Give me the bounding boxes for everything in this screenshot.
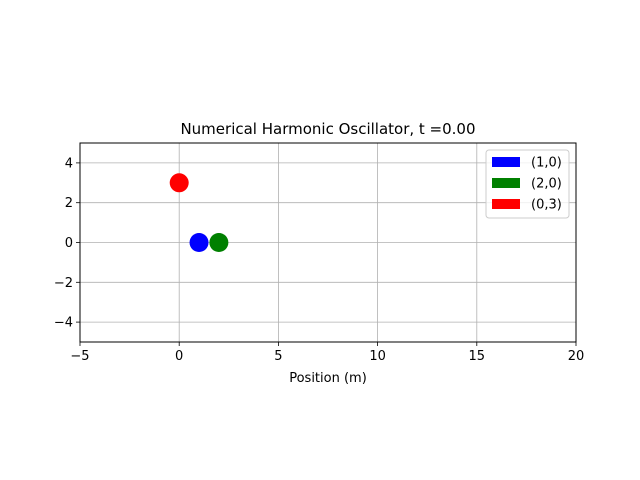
legend-label: (0,3) [531, 198, 562, 213]
x-tick-label: 5 [274, 349, 282, 364]
x-tick-label: 15 [469, 349, 486, 364]
data-point-0-3 [169, 173, 189, 193]
data-point-1-0 [189, 233, 209, 252]
axis-ticks: −5 0 5 10 15 20 −4 −2 0 2 4 [54, 156, 584, 364]
legend-swatch [492, 199, 520, 209]
x-tick-label: 10 [369, 349, 386, 364]
x-tick-label: 20 [568, 349, 585, 364]
data-point-2-0 [209, 233, 229, 252]
legend-swatch [492, 157, 520, 167]
y-tick-label: 2 [65, 196, 73, 211]
data-points [169, 173, 229, 252]
y-tick-label: 0 [65, 236, 73, 251]
legend-label: (1,0) [531, 156, 562, 171]
x-axis-label: Position (m) [289, 371, 367, 386]
legend-swatch [492, 178, 520, 188]
y-tick-label: −2 [54, 276, 73, 291]
chart-title: Numerical Harmonic Oscillator, t =0.00 [180, 120, 475, 138]
x-tick-label: 0 [175, 349, 183, 364]
y-tick-label: 4 [65, 156, 73, 171]
x-tick-label: −5 [70, 349, 89, 364]
y-tick-label: −4 [54, 316, 73, 331]
legend-label: (2,0) [531, 177, 562, 192]
legend: (1,0) (2,0) (0,3) [485, 149, 570, 219]
